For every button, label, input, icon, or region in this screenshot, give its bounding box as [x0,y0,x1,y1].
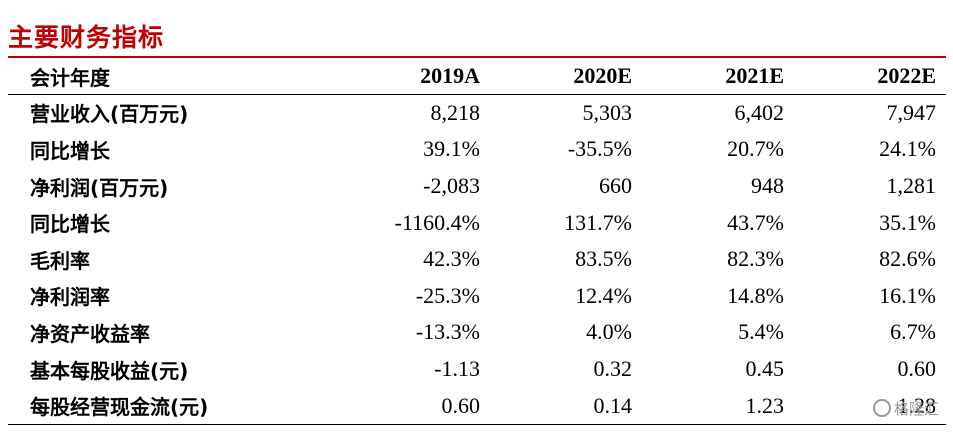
financial-indicators-table: 会计年度 2019A 2020E 2021E 2022E 营业收入(百万元) 8… [8,58,946,424]
cell-value: -25.3% [415,282,480,308]
cell-value: 0.60 [441,392,481,418]
cell-value: 82.6% [879,246,936,272]
cell-value: 1.28 [897,392,937,418]
cell-value: 660 [599,173,632,199]
cell-value: 7,947 [886,99,937,125]
cell-value: 5.4% [738,319,784,345]
header-2019a: 2019A [420,63,480,89]
cell-value: 5,303 [582,99,633,125]
watermark: 格隆汇 [872,398,939,419]
row-label: 净利润(百万元) [30,175,169,200]
header-fiscal-year: 会计年度 [30,65,110,90]
cell-value: 0.14 [593,392,633,418]
header-divider [8,94,946,95]
row-label: 同比增长 [30,138,110,163]
table-row: 每股经营现金流(元) 0.60 0.14 1.23 1.28 [8,387,946,424]
cell-value: 6,402 [734,99,785,125]
cell-value: 8,218 [430,99,481,125]
table-row: 净利润率 -25.3% 12.4% 14.8% 16.1% [8,278,946,315]
header-2020e: 2020E [573,63,632,89]
row-label: 净资产收益率 [30,321,150,346]
cell-value: 24.1% [879,136,936,162]
cell-value: 39.1% [423,136,480,162]
cell-value: 14.8% [727,282,784,308]
row-label: 基本每股收益(元) [30,358,189,383]
table-header-row: 会计年度 2019A 2020E 2021E 2022E [8,58,946,95]
cell-value: 12.4% [575,282,632,308]
cell-value: -13.3% [415,319,480,345]
header-2022e: 2022E [877,63,936,89]
cell-value: 0.32 [593,356,633,382]
cell-value: 35.1% [879,209,936,235]
cell-value: 131.7% [564,209,632,235]
watermark-text: 格隆汇 [893,400,939,418]
table-row: 净利润(百万元) -2,083 660 948 1,281 [8,168,946,205]
cell-value: 16.1% [879,282,936,308]
table-row: 基本每股收益(元) -1.13 0.32 0.45 0.60 [8,351,946,388]
cell-value: 0.60 [897,356,937,382]
cell-value: 43.7% [727,209,784,235]
cell-value: 1.23 [745,392,785,418]
row-label: 净利润率 [30,285,110,310]
cell-value: 0.45 [745,356,785,382]
row-label: 同比增长 [30,212,110,237]
row-label: 每股经营现金流(元) [30,395,209,420]
table-row: 毛利率 42.3% 83.5% 82.3% 82.6% [8,241,946,278]
cell-value: 948 [751,173,784,199]
title-divider [8,56,946,58]
cell-value: 42.3% [423,246,480,272]
cell-value: 1,281 [886,173,937,199]
cell-value: -1160.4% [394,209,480,235]
row-label: 毛利率 [30,248,90,273]
table-row: 同比增长 -1160.4% 131.7% 43.7% 35.1% [8,204,946,241]
cell-value: -2,083 [423,173,480,199]
table-bottom-divider [8,424,946,425]
cell-value: 6.7% [890,319,936,345]
row-label: 营业收入(百万元) [30,102,189,127]
watermark-logo-icon [872,399,891,417]
table-row: 营业收入(百万元) 8,218 5,303 6,402 7,947 [8,95,946,132]
cell-value: 20.7% [727,136,784,162]
header-2021e: 2021E [725,63,784,89]
table-row: 同比增长 39.1% -35.5% 20.7% 24.1% [8,131,946,168]
section-title: 主要财务指标 [8,23,165,52]
cell-value: 82.3% [727,246,784,272]
cell-value: -35.5% [567,136,632,162]
cell-value: 4.0% [586,319,632,345]
cell-value: -1.13 [434,356,480,382]
cell-value: 83.5% [575,246,632,272]
table-row: 净资产收益率 -13.3% 4.0% 5.4% 6.7% [8,314,946,351]
